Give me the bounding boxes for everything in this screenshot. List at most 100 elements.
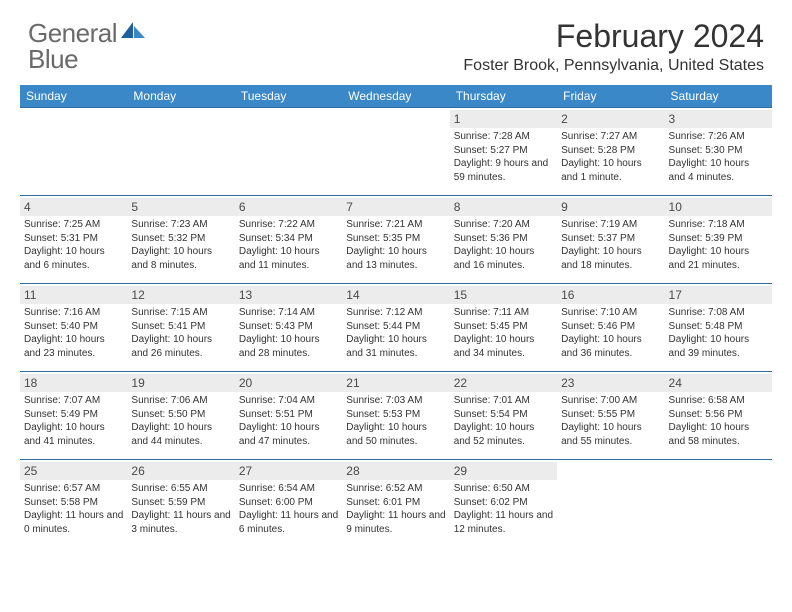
day-cell: 12Sunrise: 7:15 AMSunset: 5:41 PMDayligh… xyxy=(127,284,234,372)
sunrise-text: Sunrise: 7:03 AM xyxy=(346,394,445,408)
sunset-text: Sunset: 6:00 PM xyxy=(239,496,338,510)
daylight-text: Daylight: 10 hours and 4 minutes. xyxy=(669,157,768,184)
logo-text-blue: Blue xyxy=(28,44,78,74)
calendar-table: SundayMondayTuesdayWednesdayThursdayFrid… xyxy=(20,85,772,548)
daylight-text: Daylight: 10 hours and 8 minutes. xyxy=(131,245,230,272)
day-header: Tuesday xyxy=(235,85,342,108)
day-info: Sunrise: 7:26 AMSunset: 5:30 PMDaylight:… xyxy=(669,130,768,184)
date-number: 16 xyxy=(557,286,664,304)
day-cell: 19Sunrise: 7:06 AMSunset: 5:50 PMDayligh… xyxy=(127,372,234,460)
day-info: Sunrise: 7:28 AMSunset: 5:27 PMDaylight:… xyxy=(454,130,553,184)
day-cell: 6 Sunrise: 7:22 AMSunset: 5:34 PMDaylight… xyxy=(235,196,342,284)
date-number: 15 xyxy=(450,286,557,304)
day-info: Sunrise: 7:01 AMSunset: 5:54 PMDaylight:… xyxy=(454,394,553,448)
day-cell: 4Sunrise: 7:25 AMSunset: 5:31 PMDaylight… xyxy=(20,196,127,284)
date-number: 13 xyxy=(235,286,342,304)
sunrise-text: Sunrise: 6:57 AM xyxy=(24,482,123,496)
day-info: Sunrise: 7:22 AMSunset: 5:34 PMDaylight:… xyxy=(239,218,338,272)
day-info: Sunrise: 7:04 AMSunset: 5:51 PMDaylight:… xyxy=(239,394,338,448)
day-cell xyxy=(665,460,772,548)
day-info: Sunrise: 6:50 AMSunset: 6:02 PMDaylight:… xyxy=(454,482,553,536)
sunset-text: Sunset: 5:59 PM xyxy=(131,496,230,510)
day-cell xyxy=(342,108,449,196)
sunrise-text: Sunrise: 7:11 AM xyxy=(454,306,553,320)
date-number: 14 xyxy=(342,286,449,304)
sunrise-text: Sunrise: 7:19 AM xyxy=(561,218,660,232)
sunrise-text: Sunrise: 7:18 AM xyxy=(669,218,768,232)
sunset-text: Sunset: 5:45 PM xyxy=(454,320,553,334)
daylight-text: Daylight: 10 hours and 52 minutes. xyxy=(454,421,553,448)
day-cell: 10Sunrise: 7:18 AMSunset: 5:39 PMDayligh… xyxy=(665,196,772,284)
day-cell: 26Sunrise: 6:55 AMSunset: 5:59 PMDayligh… xyxy=(127,460,234,548)
sunset-text: Sunset: 6:02 PM xyxy=(454,496,553,510)
sunset-text: Sunset: 5:37 PM xyxy=(561,232,660,246)
sunrise-text: Sunrise: 7:04 AM xyxy=(239,394,338,408)
sunrise-text: Sunrise: 6:52 AM xyxy=(346,482,445,496)
day-cell: 18Sunrise: 7:07 AMSunset: 5:49 PMDayligh… xyxy=(20,372,127,460)
day-info: Sunrise: 7:18 AMSunset: 5:39 PMDaylight:… xyxy=(669,218,768,272)
sunrise-text: Sunrise: 7:10 AM xyxy=(561,306,660,320)
sunset-text: Sunset: 6:01 PM xyxy=(346,496,445,510)
date-number: 19 xyxy=(127,374,234,392)
sunrise-text: Sunrise: 6:58 AM xyxy=(669,394,768,408)
day-header: Saturday xyxy=(665,85,772,108)
sunrise-text: Sunrise: 7:20 AM xyxy=(454,218,553,232)
day-header: Friday xyxy=(557,85,664,108)
daylight-text: Daylight: 11 hours and 9 minutes. xyxy=(346,509,445,536)
day-cell xyxy=(127,108,234,196)
day-info: Sunrise: 7:21 AMSunset: 5:35 PMDaylight:… xyxy=(346,218,445,272)
day-cell: 7 Sunrise: 7:21 AMSunset: 5:35 PMDaylight… xyxy=(342,196,449,284)
date-number: 9 xyxy=(557,198,664,216)
week-row: 4Sunrise: 7:25 AMSunset: 5:31 PMDaylight… xyxy=(20,196,772,284)
day-cell: 3Sunrise: 7:26 AMSunset: 5:30 PMDaylight… xyxy=(665,108,772,196)
sunrise-text: Sunrise: 6:50 AM xyxy=(454,482,553,496)
daylight-text: Daylight: 10 hours and 39 minutes. xyxy=(669,333,768,360)
daylight-text: Daylight: 10 hours and 44 minutes. xyxy=(131,421,230,448)
daylight-text: Daylight: 10 hours and 55 minutes. xyxy=(561,421,660,448)
day-header: Monday xyxy=(127,85,234,108)
day-cell: 29Sunrise: 6:50 AMSunset: 6:02 PMDayligh… xyxy=(450,460,557,548)
sunset-text: Sunset: 5:43 PM xyxy=(239,320,338,334)
sunset-text: Sunset: 5:54 PM xyxy=(454,408,553,422)
day-cell: 27Sunrise: 6:54 AMSunset: 6:00 PMDayligh… xyxy=(235,460,342,548)
day-info: Sunrise: 7:14 AMSunset: 5:43 PMDaylight:… xyxy=(239,306,338,360)
day-cell xyxy=(557,460,664,548)
day-cell: 5Sunrise: 7:23 AMSunset: 5:32 PMDaylight… xyxy=(127,196,234,284)
date-number: 28 xyxy=(342,462,449,480)
day-header: Wednesday xyxy=(342,85,449,108)
sunset-text: Sunset: 5:56 PM xyxy=(669,408,768,422)
daylight-text: Daylight: 10 hours and 6 minutes. xyxy=(24,245,123,272)
week-row: 11Sunrise: 7:16 AMSunset: 5:40 PMDayligh… xyxy=(20,284,772,372)
sunset-text: Sunset: 5:32 PM xyxy=(131,232,230,246)
date-number: 5 xyxy=(127,198,234,216)
location-text: Foster Brook, Pennsylvania, United State… xyxy=(463,57,764,75)
date-number: 6 xyxy=(235,198,342,216)
month-title: February 2024 xyxy=(463,18,764,55)
daylight-text: Daylight: 10 hours and 21 minutes. xyxy=(669,245,768,272)
day-info: Sunrise: 7:16 AMSunset: 5:40 PMDaylight:… xyxy=(24,306,123,360)
sunrise-text: Sunrise: 7:06 AM xyxy=(131,394,230,408)
sunrise-text: Sunrise: 6:54 AM xyxy=(239,482,338,496)
day-info: Sunrise: 6:52 AMSunset: 6:01 PMDaylight:… xyxy=(346,482,445,536)
logo-sail-icon xyxy=(119,20,147,47)
daylight-text: Daylight: 10 hours and 50 minutes. xyxy=(346,421,445,448)
daylight-text: Daylight: 10 hours and 18 minutes. xyxy=(561,245,660,272)
day-info: Sunrise: 7:03 AMSunset: 5:53 PMDaylight:… xyxy=(346,394,445,448)
sunset-text: Sunset: 5:40 PM xyxy=(24,320,123,334)
day-cell: 13 Sunrise: 7:14 AMSunset: 5:43 PMDayligh… xyxy=(235,284,342,372)
daylight-text: Daylight: 10 hours and 36 minutes. xyxy=(561,333,660,360)
day-cell: 11Sunrise: 7:16 AMSunset: 5:40 PMDayligh… xyxy=(20,284,127,372)
sunrise-text: Sunrise: 6:55 AM xyxy=(131,482,230,496)
week-row: 25 Sunrise: 6:57 AMSunset: 5:58 PM Dayligh… xyxy=(20,460,772,548)
daylight-text: Daylight: 10 hours and 47 minutes. xyxy=(239,421,338,448)
date-number: 7 xyxy=(342,198,449,216)
day-info: Sunrise: 7:20 AMSunset: 5:36 PMDaylight:… xyxy=(454,218,553,272)
day-cell: 21Sunrise: 7:03 AMSunset: 5:53 PMDayligh… xyxy=(342,372,449,460)
day-cell: 28 Sunrise: 6:52 AMSunset: 6:01 PMDayligh… xyxy=(342,460,449,548)
sunset-text: Sunset: 5:58 PM xyxy=(24,496,123,510)
day-info: Sunrise: 6:54 AMSunset: 6:00 PMDaylight:… xyxy=(239,482,338,536)
daylight-text: Daylight: 10 hours and 26 minutes. xyxy=(131,333,230,360)
sunset-text: Sunset: 5:44 PM xyxy=(346,320,445,334)
sunset-text: Sunset: 5:35 PM xyxy=(346,232,445,246)
date-number: 25 xyxy=(20,462,127,480)
